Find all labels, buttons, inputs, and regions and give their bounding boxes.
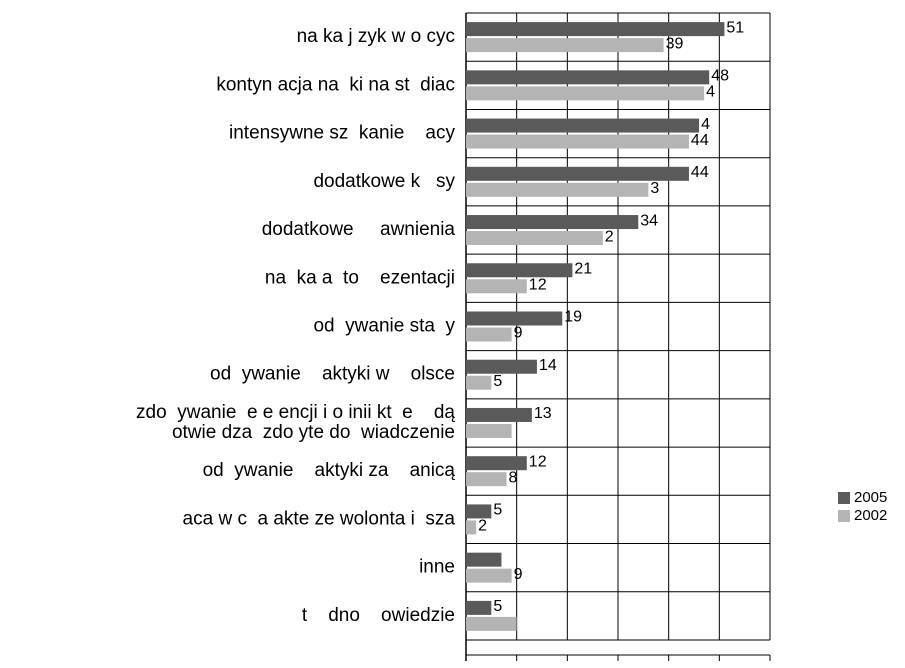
category-label: otwie dza zdo yte do wiadczenie	[172, 422, 455, 443]
legend-swatch	[838, 492, 850, 504]
value-label: 44	[691, 132, 709, 149]
category-label: aca w c a akte ze wolonta i sza	[183, 508, 456, 529]
bar	[466, 22, 725, 37]
category-label: kontyn acja na ki na st diac	[216, 74, 455, 95]
value-label: 8	[509, 469, 518, 486]
value-label: 9	[514, 566, 523, 583]
bar	[466, 38, 664, 53]
value-label: 12	[529, 453, 547, 470]
value-label: 44	[691, 164, 709, 181]
value-label: 12	[529, 276, 547, 293]
value-label: 13	[534, 405, 552, 422]
bar	[466, 456, 527, 471]
bar	[466, 279, 527, 294]
bar	[466, 166, 689, 181]
legend-swatch	[838, 510, 850, 522]
bar	[466, 231, 603, 246]
category-label: t dno owiedzie	[302, 605, 455, 626]
value-label: 19	[564, 309, 582, 326]
category-label: dodatkowe awnienia	[262, 219, 456, 240]
value-label: 2	[605, 228, 614, 245]
legend-label: 2005	[854, 489, 887, 506]
bar	[466, 70, 710, 85]
value-label: 48	[711, 68, 729, 85]
category-label: na ka a to ezentacji	[265, 267, 455, 288]
bar	[466, 327, 512, 342]
bar	[466, 86, 705, 101]
bar	[466, 134, 689, 149]
bar	[466, 182, 649, 197]
category-label: zdo ywanie e e encji i o inii kt e dą	[136, 402, 455, 423]
bar	[466, 472, 507, 487]
bar	[466, 375, 492, 390]
legend-label: 2002	[854, 507, 887, 524]
bar	[466, 616, 517, 631]
bar	[466, 118, 700, 133]
bar	[466, 568, 512, 583]
bar	[466, 407, 532, 422]
bar	[466, 600, 492, 615]
value-label: 39	[666, 35, 684, 52]
value-label: 5	[493, 373, 502, 390]
category-label: intensywne sz kanie acy	[229, 123, 455, 144]
value-label: 9	[514, 325, 523, 342]
bar	[466, 504, 492, 519]
value-label: 51	[726, 19, 744, 36]
value-label: 5	[493, 598, 502, 615]
bar	[466, 552, 502, 567]
value-label: 2	[478, 518, 487, 535]
value-label: 21	[574, 260, 592, 277]
bar	[466, 311, 563, 326]
category-label: od ywanie aktyki w olsce	[210, 364, 455, 385]
category-label: dodatkowe k sy	[313, 171, 455, 192]
value-label: 4	[706, 84, 715, 101]
bar	[466, 215, 639, 230]
category-label: od ywanie sta y	[313, 316, 455, 337]
bar	[466, 520, 477, 535]
bar	[466, 263, 573, 278]
bar	[466, 423, 512, 438]
category-label: na ka j zyk w o cyc	[297, 26, 455, 47]
value-label: 3	[650, 180, 659, 197]
value-label: 5	[493, 502, 502, 519]
category-label: inne	[419, 557, 455, 578]
value-label: 34	[640, 212, 658, 229]
bar	[466, 359, 537, 374]
value-label: 4	[701, 116, 710, 133]
category-label: od ywanie aktyki za anicą	[203, 460, 456, 481]
value-label: 14	[539, 357, 557, 374]
